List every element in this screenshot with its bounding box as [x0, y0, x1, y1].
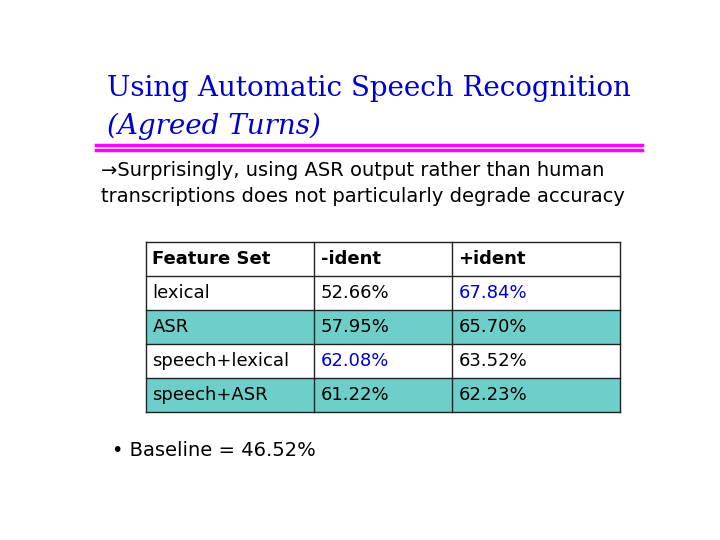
Text: 63.52%: 63.52% — [459, 352, 527, 370]
Text: →Surprisingly, using ASR output rather than human
transcriptions does not partic: →Surprisingly, using ASR output rather t… — [101, 161, 625, 206]
Text: Using Automatic Speech Recognition: Using Automatic Speech Recognition — [107, 75, 631, 102]
Text: +ident: +ident — [459, 249, 526, 267]
Text: lexical: lexical — [153, 284, 210, 302]
Text: 65.70%: 65.70% — [459, 318, 527, 336]
Bar — [145, 241, 620, 275]
Text: 62.08%: 62.08% — [321, 352, 390, 370]
Text: 52.66%: 52.66% — [321, 284, 390, 302]
Bar — [145, 378, 620, 412]
Text: ASR: ASR — [153, 318, 189, 336]
Bar — [145, 275, 620, 310]
Text: • Baseline = 46.52%: • Baseline = 46.52% — [112, 441, 316, 460]
Text: Feature Set: Feature Set — [153, 249, 271, 267]
Bar — [145, 310, 620, 344]
Text: speech+ASR: speech+ASR — [153, 386, 268, 404]
Text: -ident: -ident — [321, 249, 381, 267]
Text: speech+lexical: speech+lexical — [153, 352, 289, 370]
Bar — [145, 344, 620, 378]
Text: (Agreed Turns): (Agreed Turns) — [107, 113, 320, 140]
Text: 62.23%: 62.23% — [459, 386, 527, 404]
Text: 57.95%: 57.95% — [321, 318, 390, 336]
Text: 61.22%: 61.22% — [321, 386, 390, 404]
Text: 67.84%: 67.84% — [459, 284, 527, 302]
